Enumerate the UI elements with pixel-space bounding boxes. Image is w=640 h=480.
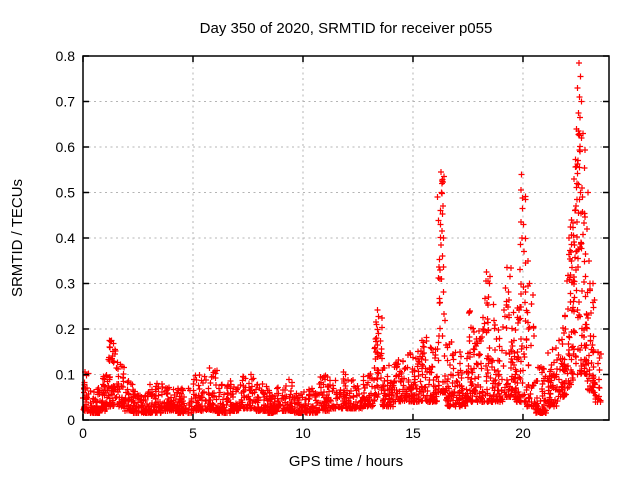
x-tick-labels: 0 5 10 15 20 [79,425,531,441]
x-tick-label: 20 [515,425,531,441]
x-tick-label: 10 [295,425,311,441]
y-tick-label: 0.1 [56,367,76,383]
x-tick-label: 15 [405,425,421,441]
y-tick-label: 0.6 [56,139,76,155]
chart-title: Day 350 of 2020, SRMTID for receiver p05… [200,20,493,37]
axis-ticks [82,55,609,421]
x-axis-label: GPS time / hours [289,453,403,470]
y-tick-label: 0 [67,412,75,428]
y-tick-label: 0.3 [56,276,76,292]
y-tick-label: 0.2 [56,321,76,337]
y-tick-labels: 0 0.1 0.2 0.3 0.4 0.5 0.6 0.7 0.8 [56,48,76,428]
y-tick-label: 0.8 [56,48,76,64]
y-axis-label: SRMTID / TECUs [9,179,26,297]
y-tick-label: 0.5 [56,185,76,201]
y-tick-label: 0.7 [56,94,76,110]
data-points [80,60,604,416]
x-tick-label: 0 [79,425,87,441]
x-tick-label: 5 [189,425,197,441]
y-tick-label: 0.4 [56,230,76,246]
